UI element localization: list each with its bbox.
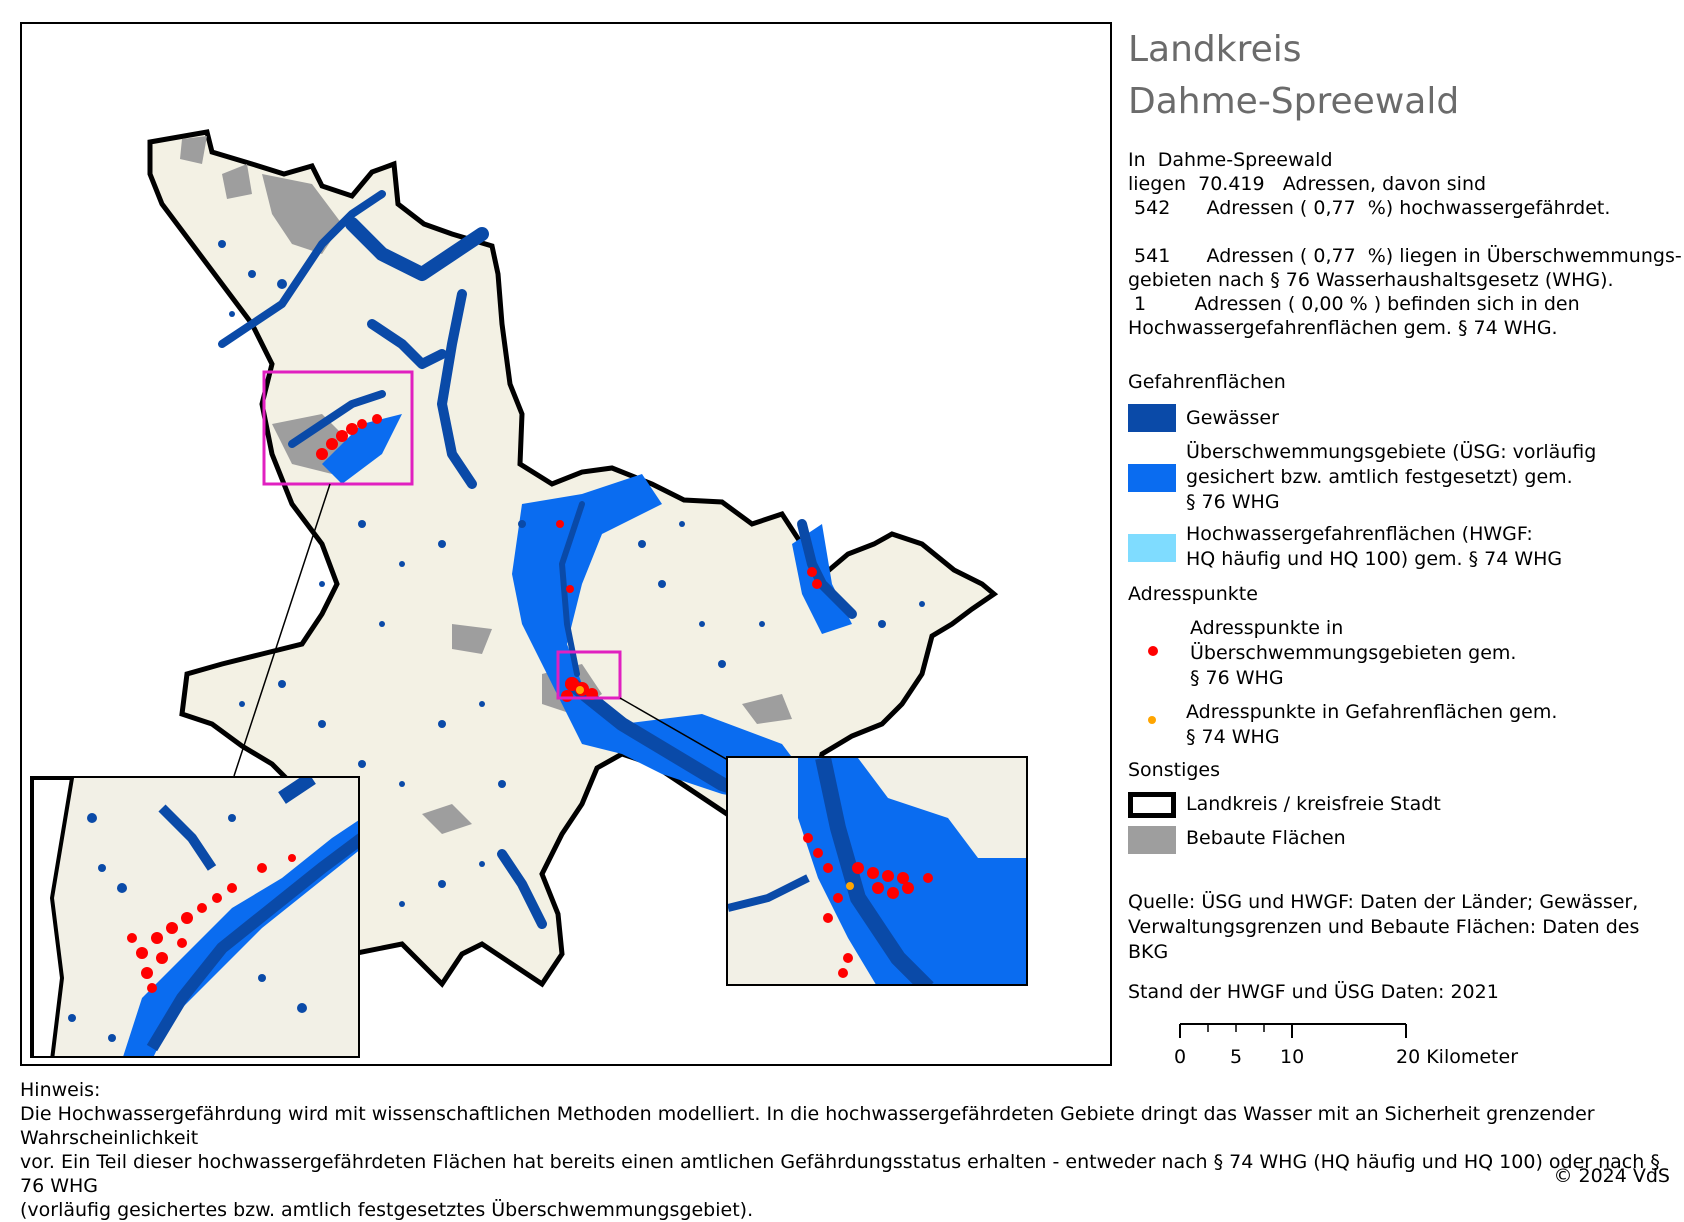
stats-line1: In Dahme-Spreewald: [1128, 149, 1333, 171]
legend-swatch-usg: [1128, 464, 1176, 492]
legend-symbol-point-usg: [1148, 646, 1158, 656]
legend-swatch-hwgf: [1128, 534, 1176, 562]
built-areas: [180, 136, 792, 834]
legend-label-hwgf: Hochwassergefahrenflächen (HWGF: HQ häuf…: [1186, 523, 1563, 570]
scale-bar: [1179, 1023, 1407, 1038]
data-status-text: Stand der HWGF und ÜSG Daten: 2021: [1128, 981, 1499, 1003]
legend-swatch-built: [1128, 826, 1176, 854]
map-title-line1: Landkreis: [1128, 29, 1302, 70]
statistics-text: In Dahme-Spreewald liegen 70.419 Adresse…: [1128, 148, 1682, 340]
legend-section-points: Adresspunkte: [1128, 583, 1258, 605]
hint-block: Hinweis: Die Hochwassergefährdung wird m…: [20, 1078, 1660, 1222]
leader-line-north: [233, 483, 331, 777]
stats-line5: gebieten nach § 76 Wasserhaushaltsgesetz…: [1128, 269, 1614, 291]
hint-line3: (vorläufig gesichertes bzw. amtlich fest…: [20, 1199, 754, 1221]
stats-line2: liegen 70.419 Adressen, davon sind: [1128, 173, 1487, 195]
legend-label-built: Bebaute Flächen: [1186, 827, 1346, 849]
scale-label-5: 5: [1230, 1046, 1243, 1068]
hint-label: Hinweis:: [20, 1079, 101, 1101]
water-bodies: [218, 190, 857, 929]
stats-line4: 541 Adressen ( 0,77 %) liegen in Übersch…: [1128, 245, 1682, 267]
inset-map-north[interactable]: [30, 776, 360, 1058]
source-text: Quelle: ÜSG und HWGF: Daten der Länder; …: [1128, 891, 1640, 963]
legend-label-point-hwgf: Adresspunkte in Gefahrenflächen gem. § 7…: [1186, 701, 1558, 748]
stats-line7: Hochwassergefahrenflächen gem. § 74 WHG.: [1128, 317, 1558, 339]
address-point-hwgf: [576, 686, 584, 694]
legend-label-water: Gewässer: [1186, 407, 1279, 429]
legend-section-other: Sonstiges: [1128, 759, 1221, 781]
legend-panel: Landkreis Dahme-Spreewald: [1128, 22, 1668, 126]
legend-label-point-usg: Adresspunkte in Überschwemmungsgebieten …: [1190, 617, 1517, 689]
scale-label-10: 10: [1280, 1046, 1305, 1068]
inset-indicator-north: [262, 370, 414, 486]
map-frame[interactable]: [20, 22, 1112, 1066]
legend-swatch-water: [1128, 404, 1176, 432]
inset-indicator-south: [556, 650, 622, 700]
stats-line6: 1 Adressen ( 0,00 % ) befinden sich in d…: [1128, 293, 1580, 315]
address-points-usg: [316, 414, 822, 793]
legend-swatch-district: [1128, 792, 1176, 818]
scale-label-0: 0: [1174, 1046, 1187, 1068]
inset-north-drawing: [32, 778, 358, 1056]
legend-symbol-point-hwgf: [1148, 716, 1156, 724]
inset-south-drawing: [728, 758, 1026, 984]
hint-line1: Die Hochwassergefährdung wird mit wissen…: [20, 1103, 1595, 1149]
legend-section-hazard: Gefahrenflächen: [1128, 371, 1286, 393]
map-title-line2: Dahme-Spreewald: [1128, 81, 1460, 122]
legend-label-district: Landkreis / kreisfreie Stadt: [1186, 793, 1441, 815]
stats-line3: 542 Adressen ( 0,77 %) hochwassergefährd…: [1128, 197, 1611, 219]
inset-map-south[interactable]: [726, 756, 1028, 986]
legend-label-usg: Überschwemmungsgebiete (ÜSG: vorläufig g…: [1186, 441, 1597, 513]
copyright: © 2024 VdS: [1553, 1165, 1670, 1187]
scale-label-20: 20 Kilometer: [1396, 1046, 1519, 1068]
